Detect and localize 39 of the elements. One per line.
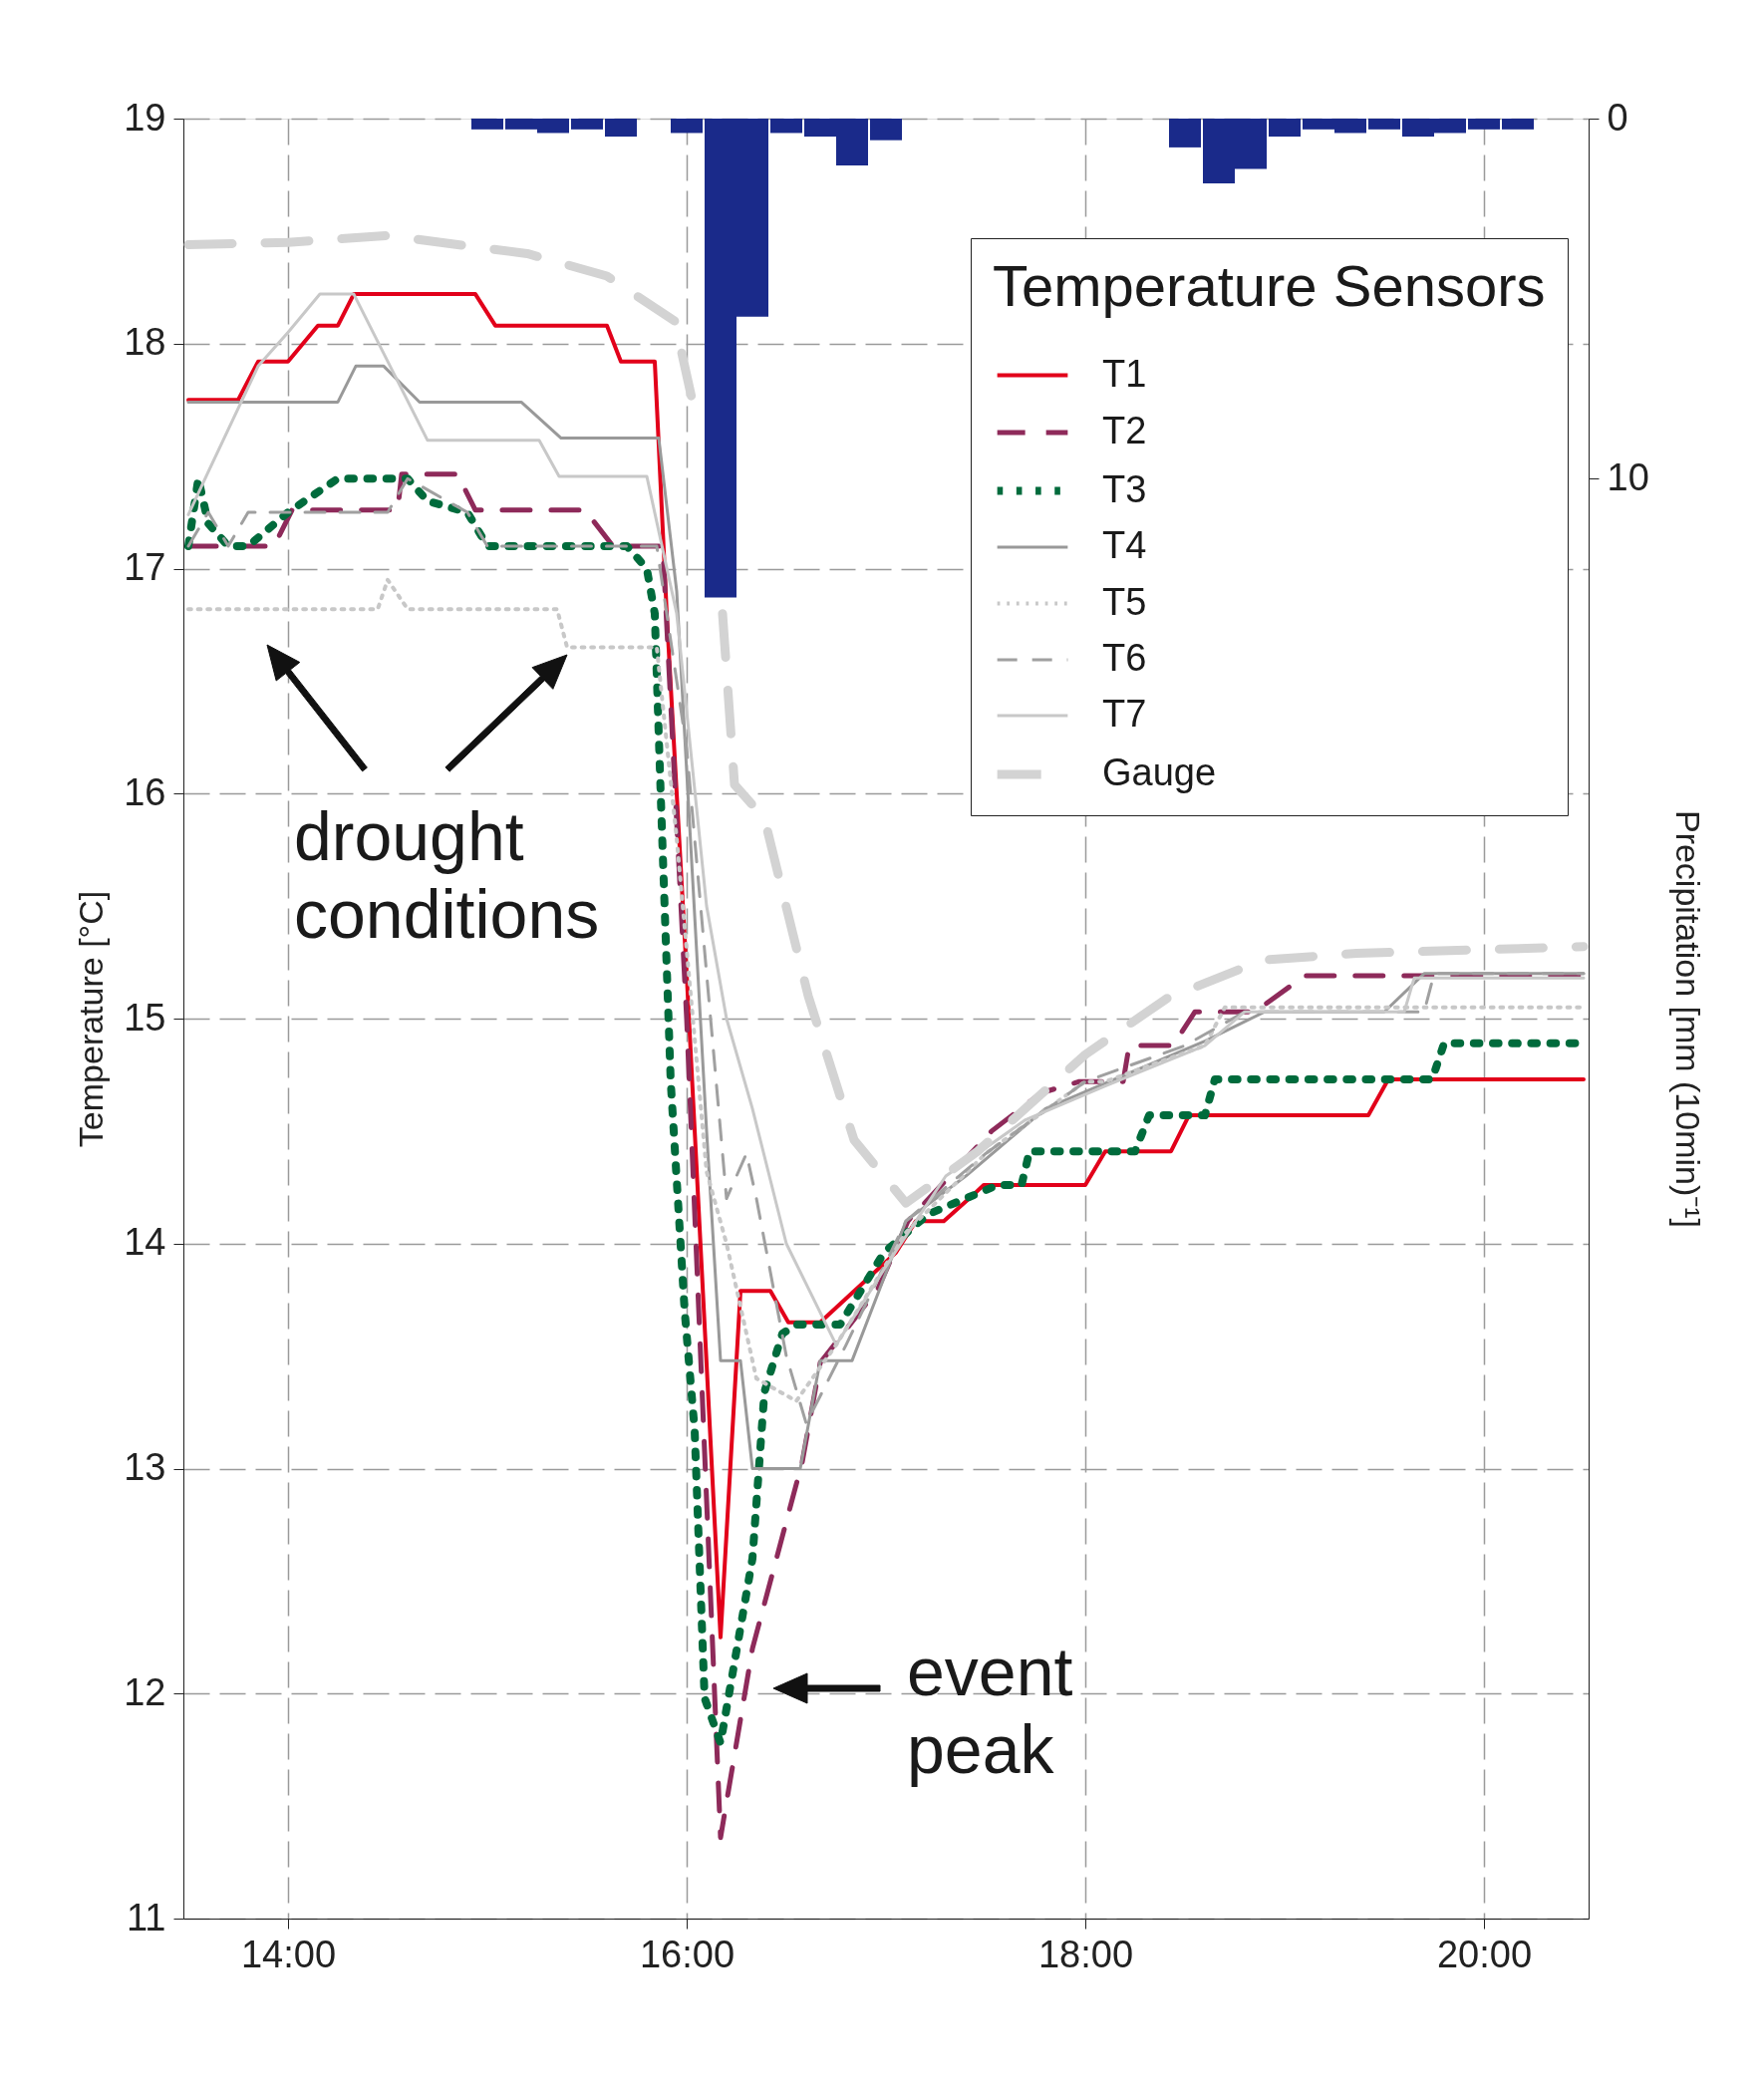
legend-label: T7 [1102,693,1147,735]
bar [471,119,503,130]
y-tick-label: 13 [124,1446,166,1488]
bar [1468,119,1500,130]
bar [571,119,603,130]
y-tick-label: 17 [124,546,166,588]
legend-title: Temperature Sensors [993,253,1546,318]
x-tick-label: 18:00 [1037,1933,1134,1975]
legend-label: T2 [1102,410,1147,451]
bar [1269,119,1301,138]
y2-tick-label: 10 [1607,455,1649,498]
x-tick-label: 16:00 [639,1933,735,1975]
y-tick-label: 12 [124,1670,166,1713]
bar [870,119,902,141]
bar [1169,119,1201,148]
legend-label: Gauge [1102,751,1217,793]
y-tick-label: 16 [124,770,166,813]
bar [671,119,703,134]
legend-label: T3 [1102,467,1147,510]
bar [1368,119,1400,130]
x-tick-label: 20:00 [1436,1933,1533,1975]
y-tick-label: 11 [127,1896,166,1939]
legend-label: T5 [1102,580,1147,623]
legend-label: T6 [1102,637,1147,679]
annotation: drought conditions [294,798,600,953]
bar [770,119,802,134]
y-tick-label: 14 [124,1221,166,1264]
y-tick-label: 19 [124,96,166,139]
bar [605,119,637,138]
y-tick-label: 18 [124,321,166,364]
y2-tick-label: 0 [1607,96,1628,139]
y2-axis-title: Precipitation [mm (10min)⁻¹] [1668,809,1707,1229]
y-axis-title: Temperature [°C] [72,890,111,1148]
annotation: event peak [907,1634,1073,1788]
legend-label: T1 [1102,352,1147,395]
bar [1502,119,1534,130]
legend-label: T4 [1102,524,1147,566]
x-tick-label: 14:00 [240,1933,337,1975]
y-tick-label: 15 [124,996,166,1039]
